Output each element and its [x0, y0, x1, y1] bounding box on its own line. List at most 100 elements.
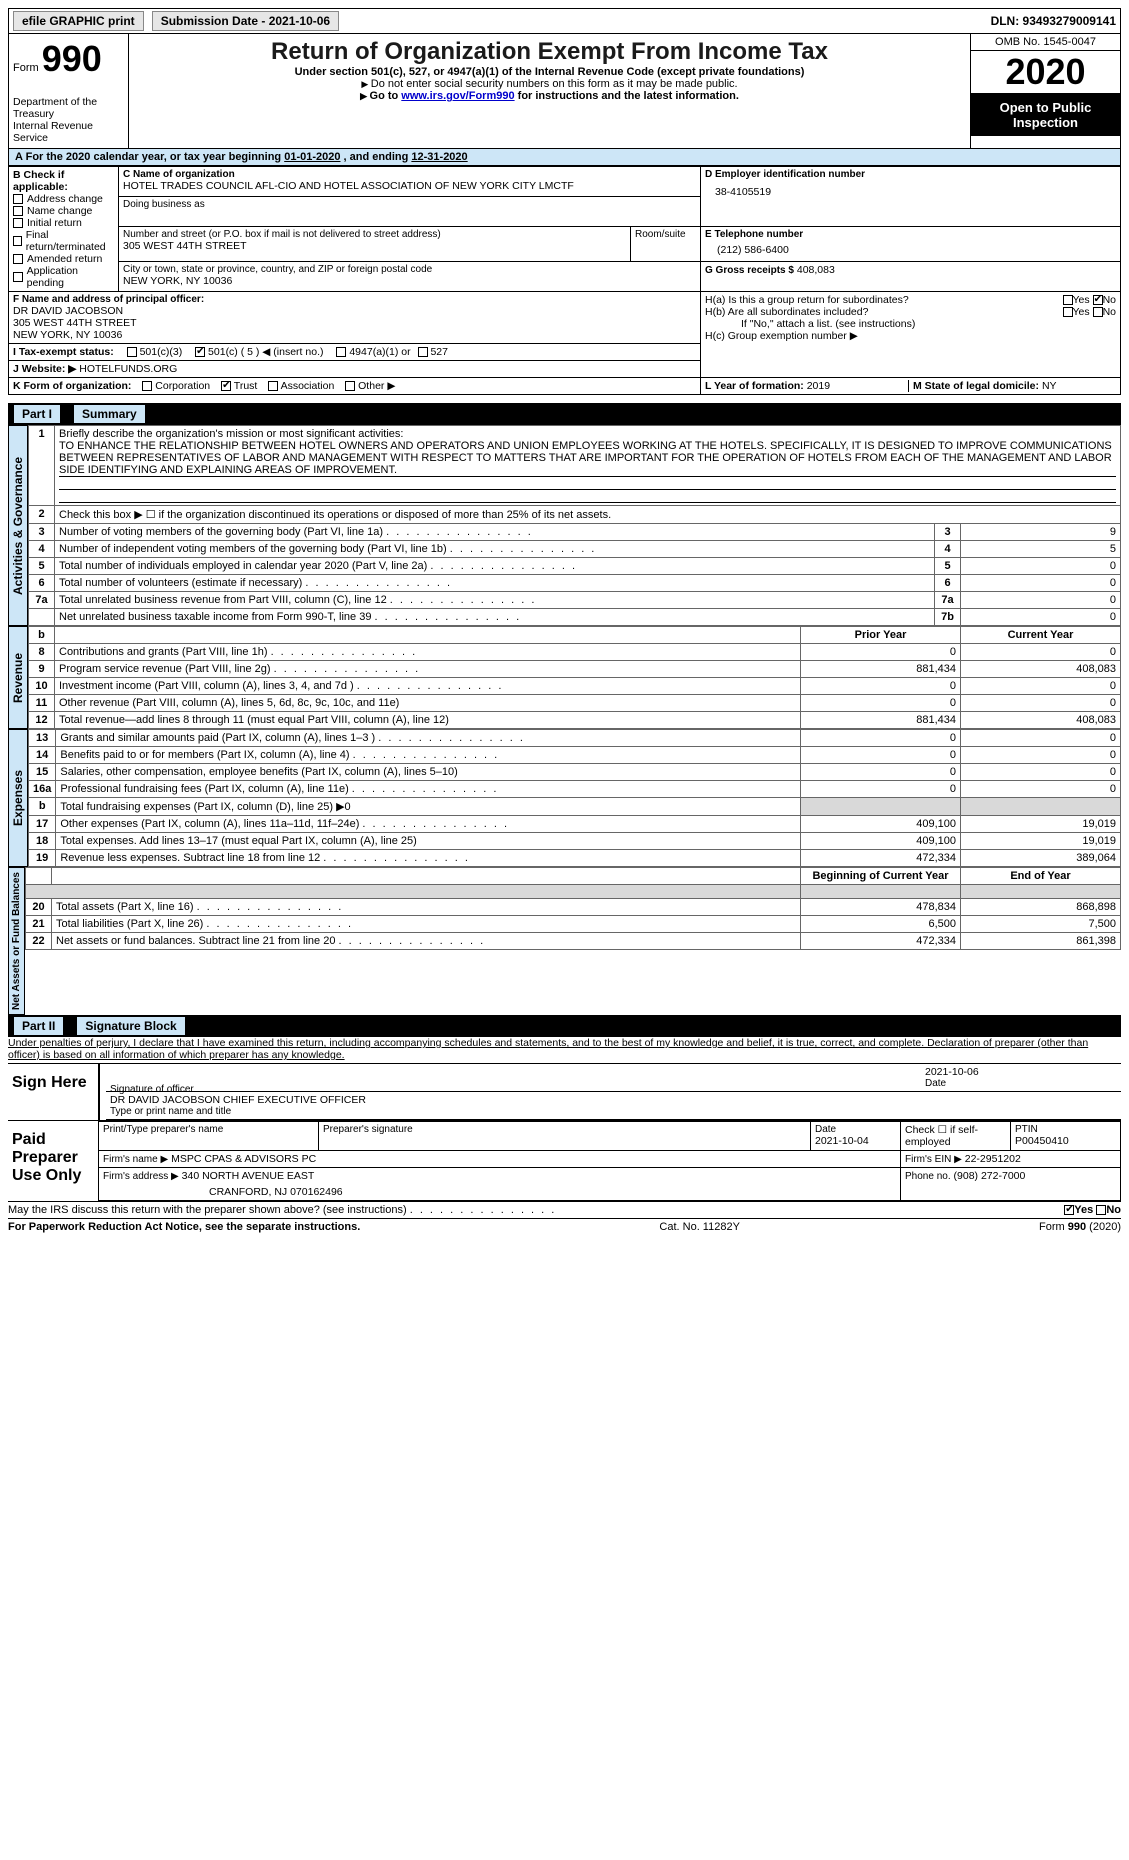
gov-row: 7aTotal unrelated business revenue from …	[29, 592, 1121, 609]
cb-initial-return[interactable]: Initial return	[13, 217, 114, 229]
check-self-employed[interactable]: Check ☐ if self-employed	[901, 1122, 1011, 1151]
net-row: 22Net assets or fund balances. Subtract …	[26, 933, 1121, 950]
cb-amended-return[interactable]: Amended return	[13, 253, 114, 265]
part2-header: Part II Signature Block	[8, 1015, 1121, 1037]
page-title: Return of Organization Exempt From Incom…	[141, 38, 958, 66]
form-header: Form 990 Department of the Treasury Inte…	[8, 34, 1121, 149]
exp-row: 13Grants and similar amounts paid (Part …	[29, 730, 1121, 747]
k-assoc-cb[interactable]	[268, 381, 278, 391]
rev-row: 8Contributions and grants (Part VIII, li…	[29, 644, 1121, 661]
paid-preparer-label: Paid Preparer Use Only	[8, 1121, 98, 1201]
hb-no-cb[interactable]	[1093, 307, 1103, 317]
gross-receipts: 408,083	[797, 264, 835, 276]
discuss-yes-cb[interactable]	[1064, 1205, 1074, 1215]
officer-city: NEW YORK, NY 10036	[13, 329, 696, 341]
year-formation: 2019	[807, 380, 830, 392]
instr-1: Do not enter social security numbers on …	[141, 78, 958, 90]
cb-app-pending[interactable]: Application pending	[13, 265, 114, 289]
part1-title: Summary	[74, 405, 145, 423]
form-no-footer: Form 990 (2020)	[1039, 1221, 1121, 1233]
exp-row: 17Other expenses (Part IX, column (A), l…	[29, 816, 1121, 833]
net-row: 20Total assets (Part X, line 16) 478,834…	[26, 899, 1121, 916]
exp-row: bTotal fundraising expenses (Part IX, co…	[29, 798, 1121, 816]
dept: Department of the Treasury Internal Reve…	[13, 96, 124, 144]
website: HOTELFUNDS.ORG	[79, 363, 177, 375]
d-label: D Employer identification number	[705, 169, 1116, 180]
exp-row: 19Revenue less expenses. Subtract line 1…	[29, 850, 1121, 867]
k-trust-cb[interactable]	[221, 381, 231, 391]
i-501c-cb[interactable]	[195, 347, 205, 357]
open-public: Open to Public Inspection	[971, 94, 1120, 136]
g-label: G Gross receipts $	[705, 265, 794, 276]
gov-row: Net unrelated business taxable income fr…	[29, 609, 1121, 626]
ty-begin: 01-01-2020	[284, 151, 340, 163]
ptin: P00450410	[1015, 1135, 1116, 1147]
instr-2: Go to www.irs.gov/Form990 for instructio…	[141, 90, 958, 102]
j-label: J Website: ▶	[13, 363, 76, 375]
footer: For Paperwork Reduction Act Notice, see …	[8, 1218, 1121, 1233]
submission-date: Submission Date - 2021-10-06	[152, 11, 339, 31]
irs-link[interactable]: www.irs.gov/Form990	[401, 90, 514, 102]
i-527-cb[interactable]	[418, 347, 428, 357]
org-name: HOTEL TRADES COUNCIL AFL-CIO AND HOTEL A…	[123, 180, 696, 192]
i-501c3-cb[interactable]	[127, 347, 137, 357]
discuss-no-cb[interactable]	[1096, 1205, 1106, 1215]
firm-addr2: CRANFORD, NJ 070162496	[99, 1184, 901, 1201]
form-label: Form	[13, 62, 39, 74]
hb-note: If "No," attach a list. (see instruction…	[705, 318, 1116, 330]
k-other-cb[interactable]	[345, 381, 355, 391]
hc-label: H(c) Group exemption number ▶	[705, 330, 1116, 342]
gov-row: 3Number of voting members of the governi…	[29, 524, 1121, 541]
i-label: I Tax-exempt status:	[13, 346, 114, 358]
vlabel-expenses: Expenses	[8, 729, 28, 867]
efile-button[interactable]: efile GRAPHIC print	[13, 11, 144, 31]
end-year-hdr: End of Year	[961, 868, 1121, 885]
prep-date: 2021-10-04	[815, 1135, 896, 1147]
part1-num: Part I	[14, 405, 60, 423]
street-address: 305 WEST 44TH STREET	[123, 240, 626, 252]
declaration: Under penalties of perjury, I declare th…	[8, 1037, 1121, 1061]
state-domicile: NY	[1042, 380, 1057, 392]
l2: Check this box ▶ ☐ if the organization d…	[55, 506, 1121, 524]
part2-num: Part II	[14, 1017, 63, 1035]
sign-here-label: Sign Here	[8, 1064, 98, 1120]
hb-label: H(b) Are all subordinates included?	[705, 306, 925, 318]
cb-name-change[interactable]: Name change	[13, 205, 114, 217]
dln: DLN: 93493279009141	[991, 14, 1116, 28]
exp-row: 18Total expenses. Add lines 13–17 (must …	[29, 833, 1121, 850]
f-label: F Name and address of principal officer:	[13, 294, 696, 305]
omb-number: OMB No. 1545-0047	[971, 34, 1120, 51]
discuss: May the IRS discuss this return with the…	[8, 1204, 407, 1216]
cb-final-return[interactable]: Final return/terminated	[13, 229, 114, 253]
city-label: City or town, state or province, country…	[123, 264, 696, 275]
form-number: 990	[42, 38, 102, 79]
hb-yes-cb[interactable]	[1063, 307, 1073, 317]
section-a: A For the 2020 calendar year, or tax yea…	[8, 149, 1121, 166]
info-table: B Check if applicable: Address change Na…	[8, 166, 1121, 395]
sig-date: 2021-10-06	[925, 1066, 1117, 1078]
firm-name: MSPC CPAS & ADVISORS PC	[171, 1153, 316, 1165]
l1-label: Briefly describe the organization's miss…	[59, 428, 1116, 440]
sig-officer-label: Signature of officer	[110, 1084, 917, 1095]
vlabel-governance: Activities & Governance	[8, 425, 28, 626]
gov-row: 6Total number of volunteers (estimate if…	[29, 575, 1121, 592]
ha-no-cb[interactable]	[1093, 295, 1103, 305]
dba-label: Doing business as	[123, 199, 696, 210]
rev-row: 11Other revenue (Part VIII, column (A), …	[29, 695, 1121, 712]
part1-header: Part I Summary	[8, 403, 1121, 425]
addr-label: Number and street (or P.O. box if mail i…	[123, 229, 626, 240]
pra-notice: For Paperwork Reduction Act Notice, see …	[8, 1221, 360, 1233]
cb-address-change[interactable]: Address change	[13, 193, 114, 205]
ein: 38-4105519	[705, 180, 1116, 198]
i-4947-cb[interactable]	[336, 347, 346, 357]
k-corp-cb[interactable]	[142, 381, 152, 391]
tax-year: 2020	[971, 51, 1120, 94]
vlabel-net: Net Assets or Fund Balances	[8, 867, 25, 1015]
firm-ein: 22-2951202	[965, 1153, 1021, 1165]
topbar: efile GRAPHIC print Submission Date - 20…	[8, 8, 1121, 34]
l-label: L Year of formation:	[705, 380, 804, 392]
subtitle: Under section 501(c), 527, or 4947(a)(1)…	[141, 66, 958, 78]
ha-yes-cb[interactable]	[1063, 295, 1073, 305]
ty-end: 12-31-2020	[411, 151, 467, 163]
firm-addr: 340 NORTH AVENUE EAST	[182, 1170, 315, 1182]
